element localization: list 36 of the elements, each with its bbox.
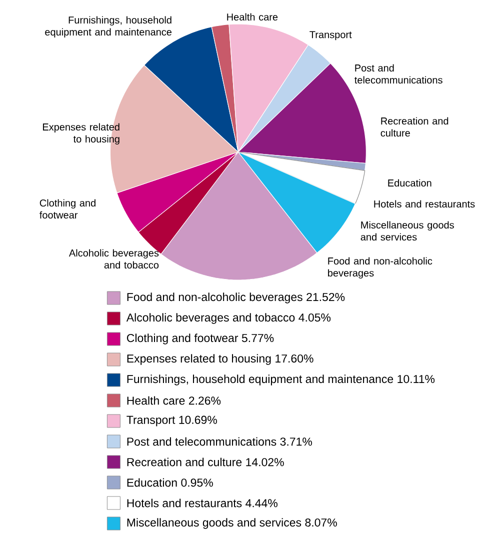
- slice-label: Education: [388, 179, 432, 187]
- legend-label: Alcoholic beverages and tobacco: [126, 313, 294, 324]
- legend-label: Health care: [127, 396, 184, 405]
- legend-label: Expenses related to housing: [127, 354, 271, 365]
- slice-label: Clothing and footwear: [39, 199, 96, 219]
- legend-label: Miscellaneous goods and services: [127, 518, 301, 529]
- legend-label: Food and non-alcoholic beverages: [127, 292, 302, 304]
- slice-label: Recreation and culture: [380, 117, 448, 137]
- slice-label: Furnishings, household equipment and maintenance: [44, 16, 172, 38]
- legend-label: Hotels and restaurants: [127, 498, 242, 508]
- data-label: 17.60%: [275, 354, 314, 363]
- slice-label: Transport: [309, 31, 352, 40]
- data-label: 21.52%: [306, 292, 344, 302]
- legend-label: Post and telecommunications: [127, 437, 276, 446]
- data-label: 14.02%: [246, 458, 284, 466]
- legend-label: Transport: [126, 416, 175, 426]
- category-label: Post and telecommunications: [354, 64, 442, 84]
- data-label: 4.44%: [245, 499, 278, 508]
- data-label: 5.77%: [242, 334, 274, 342]
- data-label: 10.11%: [398, 374, 434, 384]
- legend-label: Clothing and footwear: [126, 334, 238, 344]
- data-label: 0.95%: [181, 478, 213, 487]
- legend-label: Education: [127, 478, 177, 487]
- data-label: 3.71%: [280, 438, 312, 446]
- slice-label: Hotels and restaurants: [374, 200, 475, 208]
- data-label: 4.05%: [298, 313, 330, 322]
- slice-label: Food and non-alcoholic beverages: [328, 257, 432, 279]
- legend-label: Furnishings, household equipment and maintenance: [127, 374, 393, 386]
- legend-label: Recreation and culture: [127, 458, 242, 466]
- slice-label: Miscellaneous goods and services: [360, 221, 454, 241]
- slice-label: Expenses related to housing: [42, 123, 120, 145]
- data-label: 10.69%: [179, 416, 217, 424]
- data-label: 2.26%: [188, 396, 220, 405]
- data-label: 8.07%: [305, 518, 337, 527]
- category-label: Health care: [226, 13, 278, 21]
- slice-label: Alcoholic beverages and tobacco: [68, 249, 158, 269]
